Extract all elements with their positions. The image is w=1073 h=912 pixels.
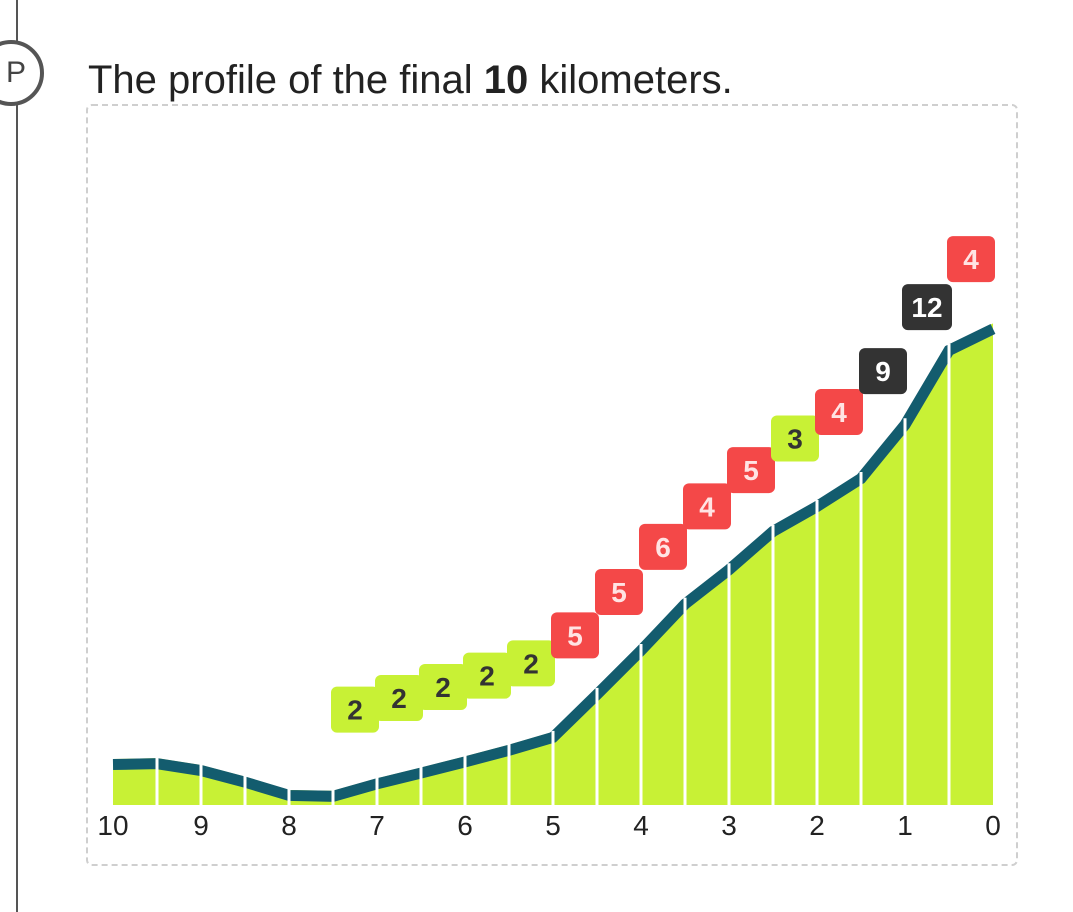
gradient-badge-box: [331, 686, 379, 733]
chart-title: The profile of the final 10 kilometers.: [88, 56, 733, 104]
x-tick-label: 0: [985, 810, 1001, 841]
gradient-badge-label: 4: [831, 397, 847, 428]
gradient-badge-box: [771, 415, 819, 462]
gradient-badge: 2: [375, 674, 423, 721]
gradient-badge: 2: [331, 686, 379, 733]
gradient-badge-label: 6: [655, 532, 671, 563]
gradient-badge-box: [375, 674, 423, 721]
gradient-badge-box: [815, 389, 863, 436]
gradient-badge-label: 4: [699, 491, 715, 522]
gradient-badge-box: [727, 447, 775, 494]
title-prefix: The profile of the final: [88, 58, 484, 102]
gradient-badge-label: 2: [347, 695, 363, 726]
x-tick-label: 7: [369, 810, 385, 841]
gradient-badge-label: 3: [787, 423, 803, 454]
gradient-badge-box: [595, 568, 643, 615]
gradient-badge: 2: [507, 640, 555, 687]
gradient-badge-label: 9: [875, 356, 891, 387]
gradient-badge-label: 5: [567, 620, 583, 651]
gradient-badge-label: 2: [435, 672, 451, 703]
gradient-badge: 4: [947, 236, 995, 283]
gradient-badge-box: [463, 652, 511, 699]
x-tick-label: 2: [809, 810, 825, 841]
x-tick-label: 5: [545, 810, 561, 841]
x-tick-label: 4: [633, 810, 649, 841]
gradient-badge-label: 2: [523, 648, 539, 679]
gradient-badge-label: 5: [611, 577, 627, 608]
title-bold-number: 10: [483, 58, 529, 102]
x-tick-label: 6: [457, 810, 473, 841]
x-tick-label: 3: [721, 810, 737, 841]
gradient-badge-label: 12: [911, 292, 942, 323]
title-suffix: kilometers.: [528, 58, 733, 102]
gradient-badge-box: [947, 236, 995, 283]
gradient-badge: 4: [815, 389, 863, 436]
gradient-badge: 9: [859, 348, 907, 395]
gradient-badge: 3: [771, 415, 819, 462]
x-tick-label: 8: [281, 810, 297, 841]
gradient-badge-box: [551, 612, 599, 659]
gradient-badge-label: 4: [963, 244, 979, 275]
timeline-rail: [16, 0, 18, 912]
segment-divider-layer: [155, 343, 951, 805]
gradient-badge-label: 5: [743, 455, 759, 486]
gradient-badge: 12: [902, 284, 952, 331]
x-tick-label: 10: [97, 810, 128, 841]
gradient-badge-box: [859, 348, 907, 395]
gradient-badge: 5: [727, 447, 775, 494]
x-tick-label: 1: [897, 810, 913, 841]
x-tick-label: 9: [193, 810, 209, 841]
chart-frame: [86, 104, 1018, 866]
gradient-badge-box: [419, 664, 467, 710]
gradient-badge-label: 2: [479, 661, 495, 692]
gradient-badge-label: 2: [391, 683, 407, 714]
gradient-badge-box: [902, 284, 952, 331]
gradient-badge-box: [683, 483, 731, 530]
gradient-badge: 4: [683, 483, 731, 530]
gradient-badge: 5: [595, 568, 643, 615]
gradient-badge-box: [639, 523, 687, 570]
gradient-badge: 6: [639, 523, 687, 570]
x-tick-layer: 10 9 8 7 6 5 4 3 2 1 0: [97, 810, 1000, 841]
gradient-badge: 2: [419, 664, 467, 710]
gradient-badge-box: [507, 640, 555, 687]
gradient-badge: 5: [551, 612, 599, 659]
gradient-badge: 2: [463, 652, 511, 699]
